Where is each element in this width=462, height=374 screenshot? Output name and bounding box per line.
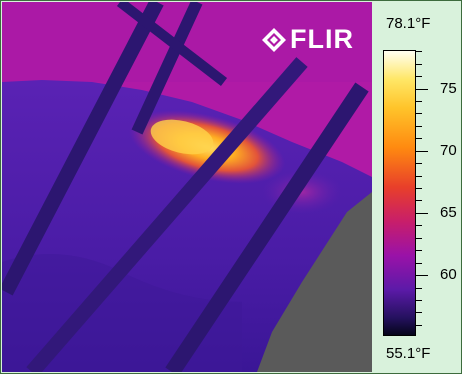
- flir-logo: FLIR: [290, 24, 354, 55]
- scale-tick: [416, 188, 422, 190]
- scale-tick: [416, 237, 422, 239]
- scale-tick: [416, 299, 422, 301]
- scale-tick: [416, 225, 422, 227]
- scale-ticks: [416, 50, 430, 336]
- flir-logo-text: FLIR: [290, 24, 354, 54]
- scale-tick: [416, 175, 422, 177]
- scale-tick: [416, 324, 422, 326]
- temperature-scale-panel: 78.1°F 75 70 65 60 55.1°F: [372, 1, 461, 373]
- scale-tick: [416, 125, 422, 127]
- scale-tick: [416, 100, 422, 102]
- thermal-image: FLIR: [2, 2, 372, 372]
- scale-tick: [416, 287, 422, 289]
- scale-tick: [416, 200, 422, 202]
- scale-tick: [416, 51, 422, 53]
- tick-label: 65: [440, 203, 457, 221]
- tick-label: 70: [440, 141, 457, 159]
- scale-tick: [416, 262, 422, 264]
- scale-tick: [416, 113, 422, 115]
- tick-label: 75: [440, 79, 457, 97]
- min-temperature-label: 55.1°F: [386, 345, 431, 362]
- no-data-region: [257, 192, 372, 372]
- scale-tick: [416, 312, 422, 314]
- scale-tick: [416, 275, 428, 277]
- scale-tick: [416, 150, 428, 152]
- scale-tick: [416, 212, 428, 214]
- scale-tick: [416, 138, 422, 140]
- flir-diamond-logo-icon: [262, 28, 286, 52]
- max-temperature-label: 78.1°F: [386, 15, 431, 32]
- scale-tick: [416, 250, 422, 252]
- color-scale-bar: [383, 50, 416, 336]
- scale-tick: [416, 76, 422, 78]
- scale-tick: [416, 88, 428, 90]
- window-frame-bars: [2, 2, 369, 372]
- tick-label: 60: [440, 266, 457, 284]
- scale-tick: [416, 163, 422, 165]
- scale-tick: [416, 63, 422, 65]
- thermal-image-canvas: [2, 2, 372, 372]
